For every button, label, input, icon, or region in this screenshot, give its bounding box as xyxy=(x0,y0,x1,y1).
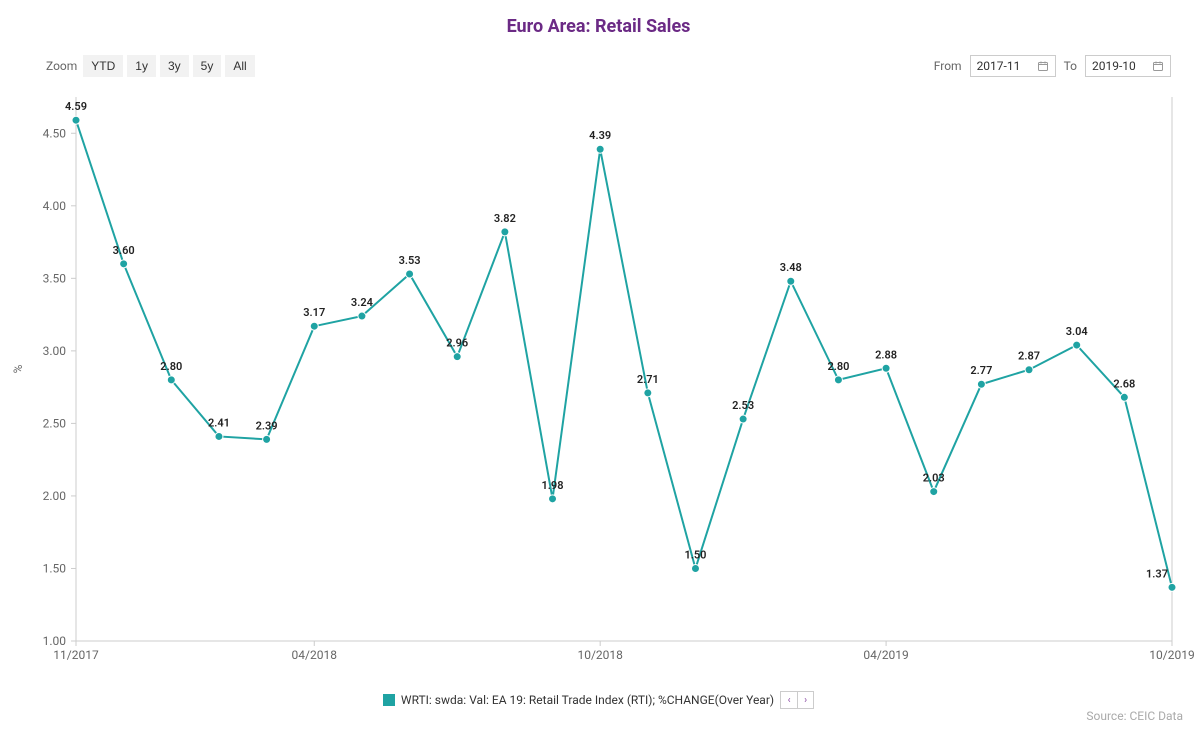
to-label: To xyxy=(1064,59,1077,73)
chart-title: Euro Area: Retail Sales xyxy=(0,16,1197,37)
zoom-ytd-button[interactable]: YTD xyxy=(83,55,123,77)
data-point xyxy=(72,116,80,124)
data-point-label: 3.82 xyxy=(494,212,516,225)
data-point xyxy=(215,432,223,440)
svg-text:10/2019: 10/2019 xyxy=(1149,648,1194,662)
data-point xyxy=(549,495,557,503)
chart-legend: WRTI: swda: Val: EA 19: Retail Trade Ind… xyxy=(0,691,1197,709)
data-point-label: 2.80 xyxy=(827,360,849,373)
legend-nav: ‹ › xyxy=(780,691,814,709)
from-date-value: 2017-11 xyxy=(977,59,1021,73)
data-point-label: 2.53 xyxy=(732,399,754,412)
data-point-label: 2.71 xyxy=(637,373,659,386)
data-point xyxy=(882,364,890,372)
svg-text:4.50: 4.50 xyxy=(43,126,67,140)
data-point-label: 1.50 xyxy=(684,548,706,561)
data-point-label: 1.98 xyxy=(542,479,564,492)
data-point-label: 2.68 xyxy=(1113,377,1135,390)
to-date-value: 2019-10 xyxy=(1092,59,1136,73)
data-point-label: 2.39 xyxy=(256,419,278,432)
data-point-label: 3.53 xyxy=(399,254,421,267)
from-date-input[interactable]: 2017-11 xyxy=(970,55,1056,77)
data-point xyxy=(453,353,461,361)
svg-text:2.00: 2.00 xyxy=(43,489,67,503)
data-point-label: 2.88 xyxy=(875,348,897,361)
legend-swatch xyxy=(383,694,395,706)
zoom-5y-button[interactable]: 5y xyxy=(193,55,222,77)
calendar-icon xyxy=(1037,60,1049,72)
from-label: From xyxy=(934,59,962,73)
zoom-label: Zoom xyxy=(46,59,77,73)
chart-area: 1.00 1.50 2.00 2.50 3.00 3.50 4.00 4.50% 11/2017… xyxy=(0,79,1197,689)
data-point-label: 2.80 xyxy=(160,360,182,373)
data-point-label: 2.41 xyxy=(208,416,230,429)
svg-text:3.50: 3.50 xyxy=(43,271,67,285)
data-point xyxy=(120,260,128,268)
data-point-label: 4.59 xyxy=(65,100,87,113)
data-point xyxy=(263,435,271,443)
data-point-label: 2.87 xyxy=(1018,350,1040,363)
legend-next-button[interactable]: › xyxy=(797,692,813,708)
source-attribution: Source: CEIC Data xyxy=(1086,709,1183,723)
data-point xyxy=(834,376,842,384)
zoom-3y-button[interactable]: 3y xyxy=(160,55,189,77)
data-point xyxy=(1073,341,1081,349)
calendar-icon xyxy=(1152,60,1164,72)
zoom-1y-button[interactable]: 1y xyxy=(127,55,156,77)
data-point-label: 2.03 xyxy=(923,472,945,485)
data-point-label: 3.04 xyxy=(1066,325,1088,338)
data-point xyxy=(977,380,985,388)
legend-text: WRTI: swda: Val: EA 19: Retail Trade Ind… xyxy=(401,693,774,707)
data-point xyxy=(1120,393,1128,401)
data-point xyxy=(1168,583,1176,591)
svg-text:11/2017: 11/2017 xyxy=(53,648,99,662)
data-point xyxy=(739,415,747,423)
svg-text:1.00: 1.00 xyxy=(43,634,67,648)
data-point xyxy=(358,312,366,320)
data-point xyxy=(596,145,604,153)
data-point-label: 1.37 xyxy=(1146,567,1168,580)
svg-text:1.50: 1.50 xyxy=(43,561,67,575)
data-point xyxy=(787,277,795,285)
svg-text:3.00: 3.00 xyxy=(43,344,67,358)
svg-text:%: % xyxy=(11,364,25,373)
data-point-label: 2.77 xyxy=(970,364,992,377)
svg-text:04/2019: 04/2019 xyxy=(863,648,908,662)
zoom-all-button[interactable]: All xyxy=(225,55,254,77)
data-point xyxy=(167,376,175,384)
data-point-label: 2.96 xyxy=(446,337,468,350)
data-point xyxy=(406,270,414,278)
data-point xyxy=(644,389,652,397)
data-point xyxy=(501,228,509,236)
data-point-label: 3.60 xyxy=(113,244,135,257)
data-point-label: 3.17 xyxy=(303,306,325,319)
data-point-label: 4.39 xyxy=(589,129,611,142)
svg-text:10/2018: 10/2018 xyxy=(577,648,623,662)
svg-text:2.50: 2.50 xyxy=(43,416,67,430)
data-point-label: 3.48 xyxy=(780,261,802,274)
data-point xyxy=(930,488,938,496)
data-point xyxy=(691,564,699,572)
legend-prev-button[interactable]: ‹ xyxy=(781,692,797,708)
svg-text:4.00: 4.00 xyxy=(43,199,67,213)
data-point xyxy=(310,322,318,330)
data-point-label: 3.24 xyxy=(351,296,373,309)
chart-toolbar: Zoom YTD1y3y5yAll From 2017-11 To 2019-1… xyxy=(0,55,1197,79)
data-point xyxy=(1025,366,1033,374)
svg-text:04/2018: 04/2018 xyxy=(292,648,338,662)
to-date-input[interactable]: 2019-10 xyxy=(1085,55,1171,77)
